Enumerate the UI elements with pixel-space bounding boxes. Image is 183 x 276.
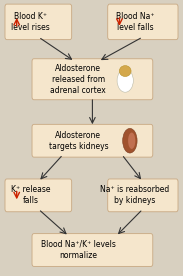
- Text: Aldosterone
targets kidneys: Aldosterone targets kidneys: [48, 131, 108, 151]
- FancyBboxPatch shape: [108, 4, 178, 40]
- FancyBboxPatch shape: [32, 59, 153, 100]
- Text: Blood Na⁺/K⁺ levels
normalize: Blood Na⁺/K⁺ levels normalize: [41, 240, 116, 260]
- FancyBboxPatch shape: [5, 179, 72, 212]
- Text: Aldosterone
released from
adrenal cortex: Aldosterone released from adrenal cortex: [51, 64, 106, 95]
- Ellipse shape: [117, 69, 133, 92]
- Ellipse shape: [119, 66, 131, 76]
- FancyBboxPatch shape: [5, 4, 72, 40]
- Text: Blood Na⁺
level falls: Blood Na⁺ level falls: [116, 12, 154, 32]
- FancyBboxPatch shape: [32, 124, 153, 157]
- FancyBboxPatch shape: [108, 179, 178, 212]
- Text: Na⁺ is reabsorbed
by kidneys: Na⁺ is reabsorbed by kidneys: [100, 185, 169, 205]
- Text: K⁺ release
falls: K⁺ release falls: [11, 185, 51, 205]
- FancyBboxPatch shape: [32, 233, 153, 266]
- Ellipse shape: [123, 128, 137, 153]
- Ellipse shape: [128, 132, 135, 149]
- Text: Blood K⁺
level rises: Blood K⁺ level rises: [11, 12, 50, 32]
